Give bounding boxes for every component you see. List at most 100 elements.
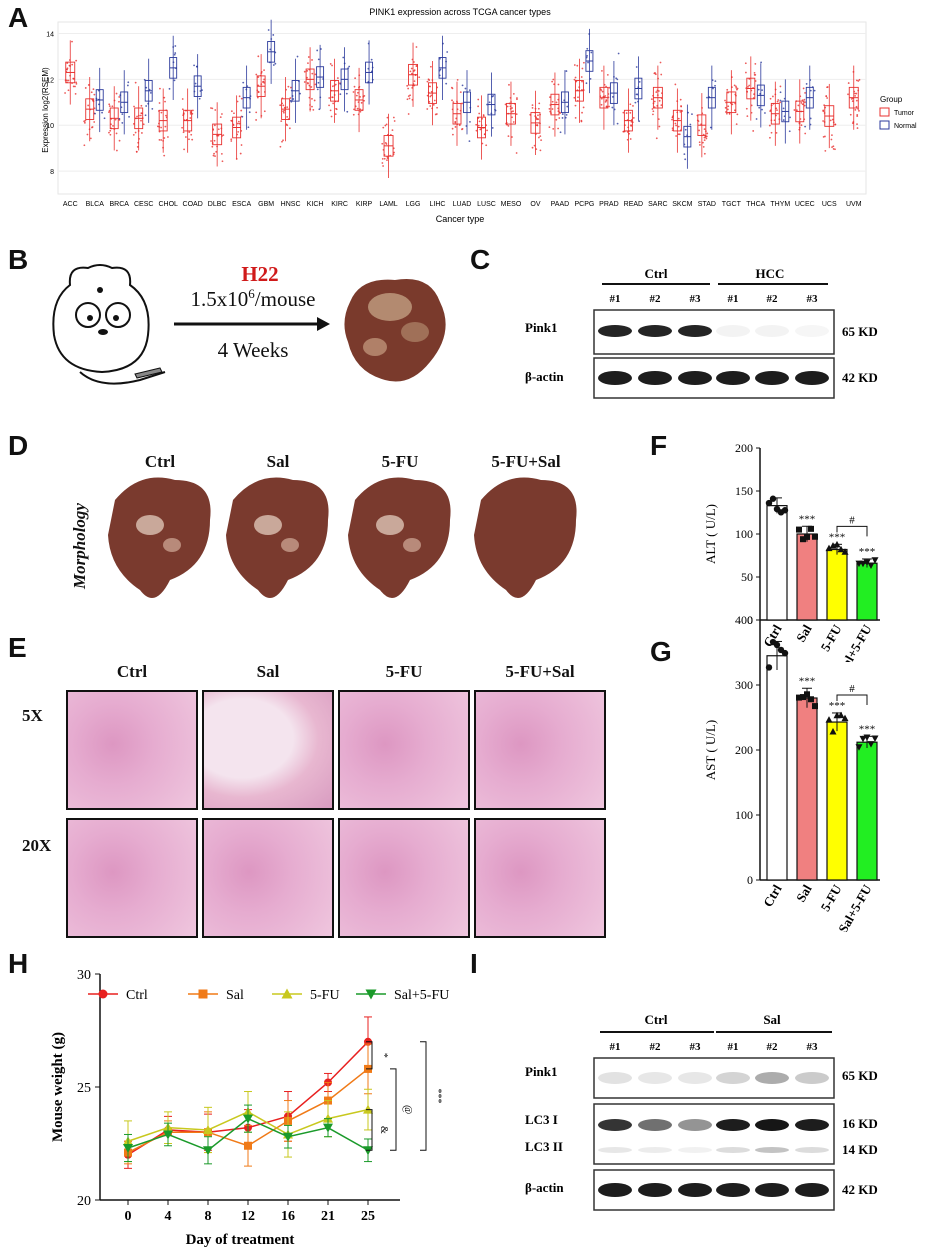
boxplot-point <box>803 98 806 101</box>
boxplot-point <box>564 116 567 119</box>
boxplot-point <box>353 108 355 111</box>
boxplot-box <box>328 58 341 123</box>
blot-band <box>638 371 672 385</box>
boxplot-box <box>671 83 684 153</box>
boxplot-point <box>303 81 306 83</box>
boxplot-point <box>355 94 358 97</box>
boxplot-point <box>779 85 782 88</box>
boxplot-point <box>281 140 283 143</box>
boxplot-point <box>158 102 161 104</box>
boxplot-point <box>160 139 163 141</box>
bar-point <box>781 649 789 657</box>
boxplot-point <box>769 110 772 113</box>
boxplot-point <box>829 119 832 122</box>
boxplot-point <box>611 95 614 98</box>
boxplot-point <box>761 89 763 91</box>
boxplot-point <box>382 165 385 167</box>
boxplot-point <box>108 131 110 134</box>
boxplot-point <box>856 127 859 129</box>
boxplot-point <box>809 117 812 120</box>
boxplot-point <box>481 142 484 145</box>
boxplot-point <box>769 97 772 100</box>
boxplot-box <box>279 77 292 148</box>
boxplot-point <box>257 91 260 94</box>
boxplot-point <box>724 106 727 109</box>
blot-band <box>598 1147 632 1153</box>
boxplot-point <box>680 105 683 108</box>
boxplot-point <box>731 76 733 79</box>
blot-band <box>638 1147 672 1153</box>
bar-point <box>855 744 863 751</box>
boxplot-point <box>189 117 192 119</box>
panel-label-f: F <box>650 430 668 461</box>
boxplot-point <box>109 133 112 136</box>
boxplot-point <box>770 131 773 134</box>
boxplot-point <box>256 96 259 99</box>
liver-photo <box>108 477 211 598</box>
boxplot-point <box>764 112 766 114</box>
boxplot-point <box>847 93 849 96</box>
boxplot-point <box>367 80 370 83</box>
boxplot-point <box>798 128 801 131</box>
boxplot-point <box>632 117 635 119</box>
boxplot-point <box>731 103 734 106</box>
bar-ylabel: ALT ( U/L) <box>703 504 718 564</box>
line-point <box>203 1146 213 1156</box>
boxplot-box <box>241 65 252 130</box>
boxplot-xtick-label: BRCA <box>109 201 129 208</box>
liver-photo <box>474 477 577 598</box>
boxplot-xtick-label: ACC <box>63 201 78 208</box>
boxplot-point <box>357 91 359 94</box>
bar-point <box>859 560 867 568</box>
boxplot-point <box>409 70 412 73</box>
boxplot-point <box>660 73 663 76</box>
blot-band <box>598 371 632 385</box>
histology-image-5x <box>202 690 334 810</box>
boxplot-xtick-label: LAML <box>379 201 397 208</box>
blot-c-pink1-label: Pink1 <box>525 320 558 335</box>
boxplot-point <box>537 107 540 110</box>
boxplot-point <box>212 154 215 157</box>
line-xtick-label: 21 <box>321 1209 335 1224</box>
boxplot-point <box>307 56 310 58</box>
boxplot-point <box>114 118 117 121</box>
boxplot-point <box>385 123 388 126</box>
bar-point <box>867 741 875 748</box>
boxplot-point <box>439 57 441 60</box>
line-point <box>244 1141 252 1150</box>
boxplot-point <box>674 122 677 125</box>
boxplot-point <box>809 89 812 92</box>
boxplot-box <box>461 70 472 143</box>
boxplot-point <box>133 105 135 108</box>
boxplot-box <box>768 81 782 146</box>
boxplot-point <box>804 101 806 104</box>
boxplot-point <box>761 108 763 111</box>
line-xtick-label: 4 <box>165 1209 172 1224</box>
boxplot-ytick-label: 8 <box>50 169 54 176</box>
bar-significance: *** <box>829 700 846 712</box>
boxplot-point <box>603 83 606 86</box>
boxplot-point <box>686 134 689 137</box>
boxplot-point <box>768 124 771 127</box>
boxplot-point <box>359 108 362 111</box>
boxplot-point <box>331 64 333 67</box>
boxplot-point <box>113 99 116 102</box>
boxplot-point <box>75 82 78 85</box>
boxplot-point <box>573 64 576 66</box>
bar-bracket-label: # <box>849 683 855 695</box>
boxplot-point <box>687 111 689 114</box>
boxplot-point <box>328 97 331 99</box>
bar-category-label: Sal <box>793 882 815 905</box>
boxplot-point <box>585 82 588 85</box>
boxplot-point <box>164 125 167 128</box>
bar-bracket <box>836 525 868 537</box>
boxplot-point <box>736 113 739 116</box>
boxplot-point <box>491 127 494 129</box>
boxplot-point <box>240 97 243 100</box>
boxplot-point <box>555 118 558 121</box>
boxplot-point <box>804 92 806 94</box>
boxplot-point <box>330 115 333 118</box>
boxplot-point <box>735 87 738 89</box>
boxplot-point <box>574 104 577 107</box>
